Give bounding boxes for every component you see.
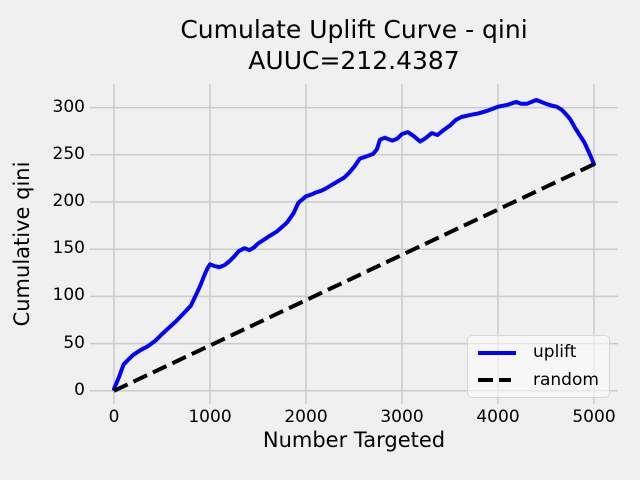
y-tick-label: 200 <box>52 190 85 211</box>
random-line-swatch <box>478 378 516 383</box>
y-tick-label: 250 <box>52 143 85 164</box>
y-tick-label: 150 <box>52 238 85 259</box>
x-axis-label: Number Targeted <box>262 428 446 452</box>
legend: uplift random <box>467 335 610 398</box>
random-line <box>113 162 595 393</box>
y-tick-label: 100 <box>52 285 85 306</box>
legend-label-uplift: uplift <box>533 342 577 363</box>
x-tick-label: 0 <box>108 407 120 427</box>
uplift-line-swatch <box>478 350 516 355</box>
x-tick-label: 5000 <box>572 407 616 427</box>
chart-title: Cumulate Uplift Curve - qini AUUC=212.43… <box>180 15 527 76</box>
legend-entry-uplift: uplift <box>478 344 599 361</box>
y-tick-label: 50 <box>63 332 85 353</box>
legend-entry-random: random <box>478 369 599 390</box>
uplift-line <box>112 98 596 391</box>
chart-title-line1: Cumulate Uplift Curve - qini <box>180 15 528 44</box>
x-tick-label: 1000 <box>188 407 232 427</box>
legend-label-random: random <box>533 369 599 390</box>
chart-title-auuc: AUUC=212.4387 <box>248 45 460 75</box>
y-tick-label: 300 <box>52 96 85 117</box>
x-tick-label: 3000 <box>380 407 424 427</box>
x-tick-label: 4000 <box>476 407 520 427</box>
y-tick-label: 0 <box>74 379 85 400</box>
x-tick-label: 2000 <box>284 407 328 427</box>
